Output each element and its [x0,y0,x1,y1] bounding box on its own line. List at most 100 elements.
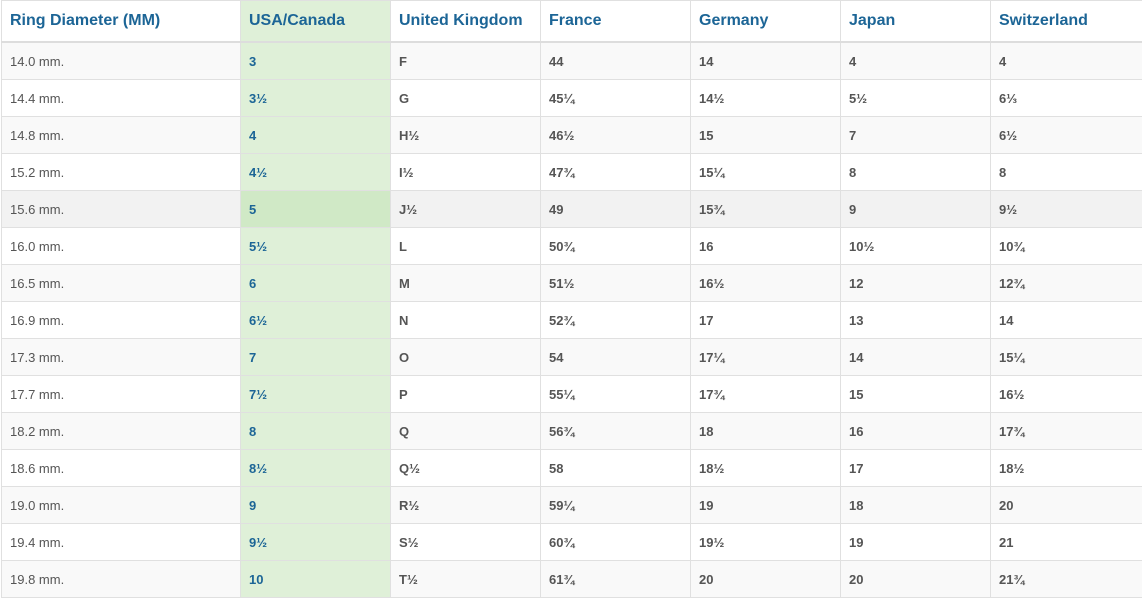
cell-diameter: 15.6 mm. [1,190,241,228]
cell-uk: O [390,338,541,376]
cell-switzerland: 15¼ [990,338,1142,376]
cell-uk: L [390,227,541,265]
column-header-uk: United Kingdom [390,0,541,43]
cell-switzerland: 6½ [990,116,1142,154]
cell-usa-canada: 4½ [240,153,391,191]
cell-switzerland: 16½ [990,375,1142,413]
cell-diameter: 15.2 mm. [1,153,241,191]
cell-switzerland: 12¾ [990,264,1142,302]
cell-japan: 4 [840,41,991,80]
cell-uk: T½ [390,560,541,598]
cell-france: 60¾ [540,523,691,561]
column-header-switzerland: Switzerland [990,0,1142,43]
table-row: 16.9 mm. 6½ N 52¾ 17 13 14 [1,301,1142,339]
cell-france: 44 [540,41,691,80]
cell-diameter: 14.8 mm. [1,116,241,154]
cell-france: 55¼ [540,375,691,413]
table-row: 15.2 mm. 4½ I½ 47¾ 15¼ 8 8 [1,153,1142,191]
cell-diameter: 14.0 mm. [1,41,241,80]
column-header-france: France [540,0,691,43]
cell-diameter: 16.5 mm. [1,264,241,302]
cell-diameter: 17.3 mm. [1,338,241,376]
table-row: 19.0 mm. 9 R½ 59¼ 19 18 20 [1,486,1142,524]
cell-uk: G [390,79,541,117]
cell-germany: 18 [690,412,841,450]
cell-switzerland: 18½ [990,449,1142,487]
cell-france: 58 [540,449,691,487]
cell-usa-canada: 6 [240,264,391,302]
cell-japan: 18 [840,486,991,524]
table-row: 14.8 mm. 4 H½ 46½ 15 7 6½ [1,116,1142,154]
cell-switzerland: 14 [990,301,1142,339]
cell-usa-canada: 4 [240,116,391,154]
cell-usa-canada: 3½ [240,79,391,117]
cell-japan: 15 [840,375,991,413]
cell-japan: 14 [840,338,991,376]
cell-diameter: 19.0 mm. [1,486,241,524]
cell-germany: 20 [690,560,841,598]
cell-usa-canada: 9½ [240,523,391,561]
cell-japan: 19 [840,523,991,561]
cell-uk: Q [390,412,541,450]
cell-diameter: 18.6 mm. [1,449,241,487]
table-header-row: Ring Diameter (MM) USA/Canada United Kingd… [1,0,1142,43]
cell-uk: F [390,41,541,80]
cell-usa-canada: 6½ [240,301,391,339]
cell-japan: 12 [840,264,991,302]
cell-diameter: 16.9 mm. [1,301,241,339]
cell-uk: P [390,375,541,413]
cell-usa-canada: 7½ [240,375,391,413]
table-body: 14.0 mm. 3 F 44 14 4 4 14.4 mm. 3½ G 45¼ 14½ 5½ 6⅓ 14.… [1,41,1142,598]
cell-usa-canada: 8½ [240,449,391,487]
cell-germany: 17¼ [690,338,841,376]
cell-japan: 16 [840,412,991,450]
cell-usa-canada: 3 [240,41,391,80]
cell-japan: 8 [840,153,991,191]
cell-switzerland: 10¾ [990,227,1142,265]
cell-switzerland: 17¾ [990,412,1142,450]
cell-usa-canada: 5 [240,190,391,228]
table-row: 19.8 mm. 10 T½ 61¾ 20 20 21¾ [1,560,1142,598]
cell-germany: 18½ [690,449,841,487]
cell-japan: 13 [840,301,991,339]
cell-diameter: 16.0 mm. [1,227,241,265]
cell-germany: 15¾ [690,190,841,228]
cell-germany: 19½ [690,523,841,561]
cell-usa-canada: 10 [240,560,391,598]
column-header-germany: Germany [690,0,841,43]
cell-france: 46½ [540,116,691,154]
cell-switzerland: 20 [990,486,1142,524]
cell-germany: 15 [690,116,841,154]
table-row: 19.4 mm. 9½ S½ 60¾ 19½ 19 21 [1,523,1142,561]
cell-usa-canada: 7 [240,338,391,376]
cell-uk: R½ [390,486,541,524]
table-row: 18.2 mm. 8 Q 56¾ 18 16 17¾ [1,412,1142,450]
cell-diameter: 17.7 mm. [1,375,241,413]
cell-switzerland: 21¾ [990,560,1142,598]
cell-germany: 14 [690,41,841,80]
cell-france: 49 [540,190,691,228]
cell-japan: 5½ [840,79,991,117]
cell-switzerland: 4 [990,41,1142,80]
cell-japan: 10½ [840,227,991,265]
cell-france: 52¾ [540,301,691,339]
cell-uk: Q½ [390,449,541,487]
table-row: 16.5 mm. 6 M 51½ 16½ 12 12¾ [1,264,1142,302]
cell-germany: 14½ [690,79,841,117]
cell-switzerland: 8 [990,153,1142,191]
cell-switzerland: 9½ [990,190,1142,228]
cell-france: 47¾ [540,153,691,191]
cell-diameter: 19.8 mm. [1,560,241,598]
cell-france: 54 [540,338,691,376]
cell-uk: M [390,264,541,302]
table-row: 16.0 mm. 5½ L 50¾ 16 10½ 10¾ [1,227,1142,265]
table-row: 18.6 mm. 8½ Q½ 58 18½ 17 18½ [1,449,1142,487]
cell-france: 61¾ [540,560,691,598]
cell-japan: 7 [840,116,991,154]
cell-germany: 17¾ [690,375,841,413]
cell-germany: 16½ [690,264,841,302]
column-header-japan: Japan [840,0,991,43]
cell-diameter: 19.4 mm. [1,523,241,561]
cell-switzerland: 6⅓ [990,79,1142,117]
